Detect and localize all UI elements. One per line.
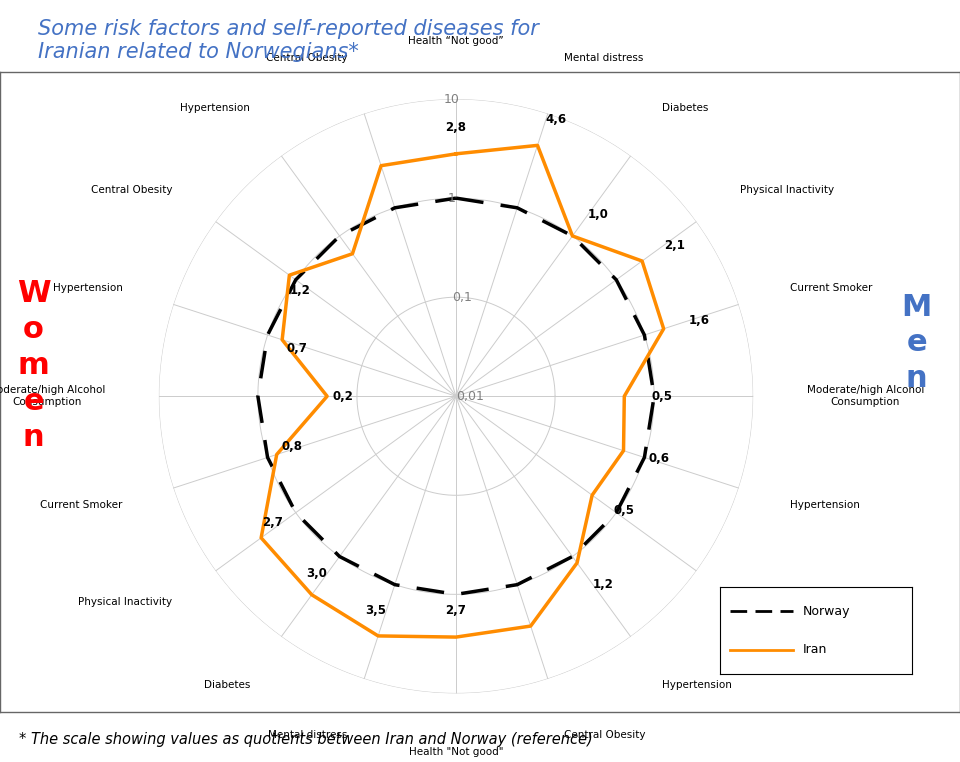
Text: W
o
m
e
n: W o m e n bbox=[16, 280, 51, 452]
Text: Health “Not good”: Health “Not good” bbox=[408, 36, 504, 46]
Text: 2,8: 2,8 bbox=[445, 120, 467, 133]
Text: 3,0: 3,0 bbox=[306, 567, 327, 580]
Text: Moderate/high Alcohol
Consumption: Moderate/high Alcohol Consumption bbox=[0, 386, 106, 407]
Text: Central Obesity: Central Obesity bbox=[91, 185, 172, 195]
Text: Central Obesity: Central Obesity bbox=[266, 53, 348, 62]
Text: 0,1: 0,1 bbox=[452, 291, 472, 304]
Text: Central Obesity: Central Obesity bbox=[740, 597, 821, 607]
Text: Current Smoker: Current Smoker bbox=[789, 283, 872, 293]
Text: 0,7: 0,7 bbox=[287, 341, 307, 354]
Text: 0,5: 0,5 bbox=[651, 389, 672, 403]
Text: M
e
n: M e n bbox=[901, 293, 932, 393]
Text: 0,01: 0,01 bbox=[456, 389, 484, 403]
Text: Mental distress: Mental distress bbox=[564, 53, 644, 62]
Text: 4,6: 4,6 bbox=[546, 114, 567, 126]
Text: 0,6: 0,6 bbox=[649, 453, 670, 466]
Text: 2,1: 2,1 bbox=[663, 239, 684, 251]
Text: Physical Inactivity: Physical Inactivity bbox=[78, 597, 172, 607]
Text: Hypertension: Hypertension bbox=[180, 103, 250, 113]
Text: Norway: Norway bbox=[803, 605, 850, 618]
Text: 0,8: 0,8 bbox=[281, 440, 302, 453]
Text: Moderate/high Alcohol
Consumption: Moderate/high Alcohol Consumption bbox=[806, 386, 924, 407]
Text: 2,7: 2,7 bbox=[262, 516, 283, 529]
Text: 1,0: 1,0 bbox=[588, 208, 609, 221]
Text: Iran: Iran bbox=[803, 643, 827, 656]
Text: * The scale showing values as quotients between Iran and Norway (reference): * The scale showing values as quotients … bbox=[19, 732, 593, 747]
Text: Hypertension: Hypertension bbox=[662, 680, 732, 690]
Text: 1,2: 1,2 bbox=[592, 578, 613, 591]
Text: Current Smoker: Current Smoker bbox=[40, 500, 123, 510]
Text: 1,2: 1,2 bbox=[290, 284, 311, 297]
Text: 3,5: 3,5 bbox=[366, 604, 386, 617]
Text: Mental distress: Mental distress bbox=[268, 730, 348, 740]
Text: 1: 1 bbox=[448, 192, 456, 205]
Text: 0,2: 0,2 bbox=[333, 389, 354, 403]
Text: 1,6: 1,6 bbox=[689, 314, 710, 327]
Text: Central Obesity: Central Obesity bbox=[564, 730, 646, 740]
Text: Diabetes: Diabetes bbox=[204, 680, 250, 690]
Text: 2,7: 2,7 bbox=[445, 604, 467, 617]
Text: Diabetes: Diabetes bbox=[662, 103, 708, 113]
Text: Some risk factors and self-reported diseases for
Iranian related to Norwegians*: Some risk factors and self-reported dise… bbox=[38, 19, 540, 62]
Text: Physical Inactivity: Physical Inactivity bbox=[740, 185, 834, 195]
Text: Health "Not good": Health "Not good" bbox=[409, 747, 503, 757]
Text: 10: 10 bbox=[444, 93, 460, 106]
Text: Hypertension: Hypertension bbox=[53, 283, 123, 293]
Text: 0,5: 0,5 bbox=[613, 504, 635, 517]
Text: Hypertension: Hypertension bbox=[789, 500, 859, 510]
